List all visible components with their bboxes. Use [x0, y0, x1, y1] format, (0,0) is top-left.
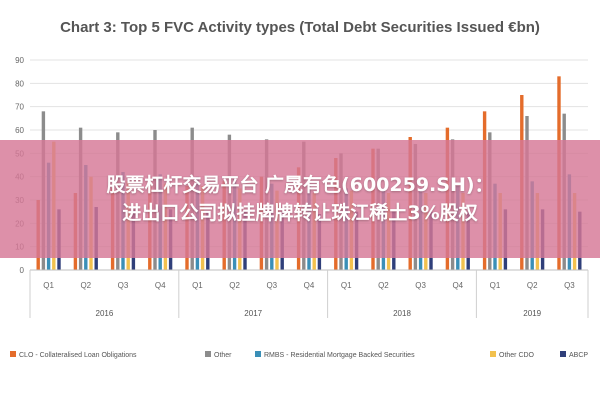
legend-swatch	[10, 351, 16, 357]
year-label: 2019	[523, 309, 541, 318]
x-tick-label: Q2	[527, 281, 538, 290]
x-tick-label: Q4	[452, 281, 463, 290]
x-tick-label: Q4	[155, 281, 166, 290]
legend: CLO - Collateralised Loan Obligations Oth…	[10, 351, 588, 359]
legend-label: Other	[214, 352, 232, 359]
x-tick-label: Q1	[43, 281, 54, 290]
legend-label: Other CDO	[499, 352, 535, 359]
chart-title: Chart 3: Top 5 FVC Activity types (Total…	[60, 19, 540, 36]
y-tick-label: 70	[15, 103, 24, 112]
x-tick-label: Q3	[415, 281, 426, 290]
year-label: 2018	[393, 309, 411, 318]
x-tick-label: Q3	[118, 281, 129, 290]
legend-label: RMBS - Residential Mortgage Backed Secur…	[264, 352, 415, 359]
headline-line-1: 股票杠杆交易平台 广晟有色(600259.SH)：	[106, 174, 494, 196]
year-label: 2016	[96, 309, 114, 318]
x-tick-label: Q3	[266, 281, 277, 290]
legend-swatch	[560, 351, 566, 357]
legend-label: ABCP	[569, 352, 588, 359]
x-tick-label: Q1	[490, 281, 501, 290]
x-tick-label: Q3	[564, 281, 575, 290]
legend-swatch	[490, 351, 496, 357]
legend-swatch	[205, 351, 211, 357]
x-tick-label: Q2	[80, 281, 91, 290]
y-tick-label: 80	[15, 79, 24, 88]
headline-banner[interactable]: 股票杠杆交易平台 广晟有色(600259.SH)： 进出口公司拟挂牌牌转让珠江稀…	[0, 140, 600, 258]
x-tick-label: Q2	[229, 281, 240, 290]
x-tick-label: Q1	[192, 281, 203, 290]
x-tick-label: Q1	[341, 281, 352, 290]
x-axis: Q1 Q2 Q3 Q4 Q1 Q2 Q3 Q4 Q1 Q2 Q3 Q4 Q1 Q2 Q3 2016 2017 20…	[29, 269, 589, 318]
x-tick-label: Q2	[378, 281, 389, 290]
y-tick-label: 90	[15, 56, 24, 65]
legend-label: CLO - Collateralised Loan Obligations	[19, 352, 137, 359]
year-label: 2017	[244, 309, 262, 318]
x-tick-label: Q4	[304, 281, 315, 290]
y-tick-label: 60	[15, 126, 24, 135]
legend-swatch	[255, 351, 261, 357]
headline-line-2: 进出口公司拟挂牌牌转让珠江稀土3%股权	[122, 202, 478, 224]
y-tick-label: 0	[20, 266, 25, 275]
